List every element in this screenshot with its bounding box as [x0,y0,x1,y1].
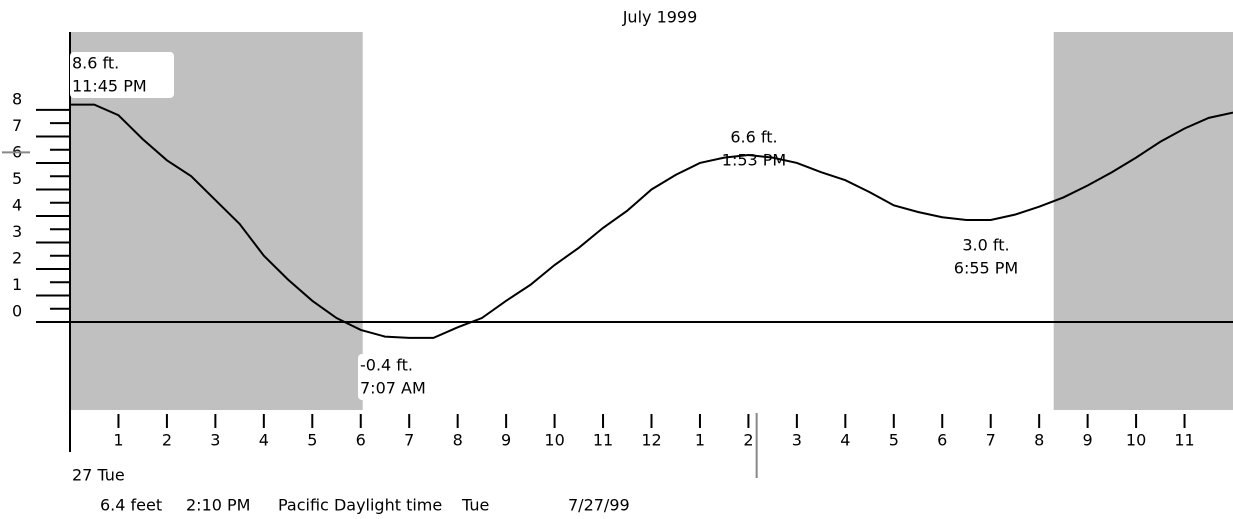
x-tick-label: 11 [1174,431,1194,450]
x-tick-label: 5 [889,431,899,450]
annotation: 6.6 ft. [730,128,777,147]
x-tick-label: 2 [162,431,172,450]
x-tick-label: 9 [501,431,511,450]
y-tick-label: 5 [12,169,22,188]
date-label: 27 Tue [72,466,125,485]
x-tick-label: 10 [1126,431,1146,450]
x-tick-label: 1 [113,431,123,450]
annotation: 1:53 PM [722,151,786,170]
annotation: 11:45 PM [72,77,147,96]
annotation: -0.4 ft. [360,356,413,375]
annotation: 6:55 PM [954,259,1018,278]
annotation-box [70,52,174,98]
x-tick-label: 8 [453,431,463,450]
annotation: 7:07 AM [360,379,426,398]
x-tick-label: 7 [986,431,996,450]
x-tick-label: 6 [356,431,366,450]
y-tick-label: 8 [12,89,22,108]
status-text: 2:10 PM [186,496,250,515]
x-tick-label: 1 [695,431,705,450]
x-tick-label: 3 [792,431,802,450]
y-tick-label: 4 [12,195,22,214]
status-text: Pacific Daylight time [278,496,442,515]
night-shade [1053,32,1233,410]
x-tick-label: 7 [404,431,414,450]
y-tick-label: 3 [12,222,22,241]
y-tick-label: 2 [12,248,22,267]
chart-title: July 1999 [622,8,698,27]
x-tick-label: 9 [1083,431,1093,450]
x-tick-label: 2 [743,431,753,450]
x-tick-label: 5 [307,431,317,450]
x-tick-label: 6 [937,431,947,450]
status-text: 7/27/99 [568,496,630,515]
status-text: Tue [461,496,489,515]
annotation-box [358,354,462,400]
tide-line [70,103,1233,339]
x-tick-label: 3 [210,431,220,450]
y-tick-label: 0 [12,301,22,320]
y-tick-label: 7 [12,116,22,135]
annotation: 3.0 ft. [962,236,1009,255]
x-tick-label: 11 [593,431,613,450]
y-tick-label: 1 [12,275,22,294]
x-tick-label: 8 [1034,431,1044,450]
x-tick-label: 4 [259,431,269,450]
x-tick-label: 10 [544,431,564,450]
x-tick-label: 4 [840,431,850,450]
status-text: 6.4 feet [100,496,162,515]
x-tick-label: 12 [641,431,661,450]
annotation: 8.6 ft. [72,54,119,73]
